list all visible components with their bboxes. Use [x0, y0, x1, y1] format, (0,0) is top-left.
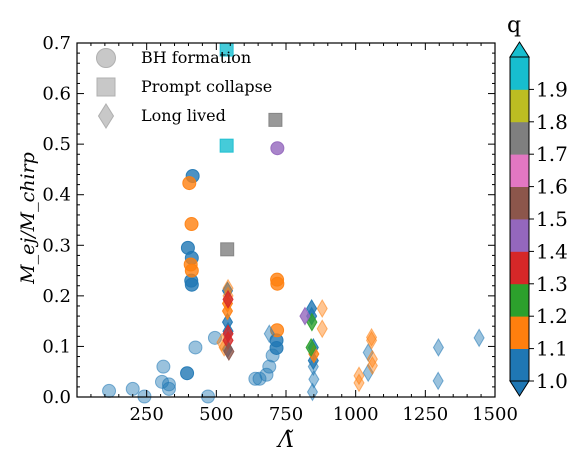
data-point-bh-formation — [125, 381, 140, 396]
data-point-prompt-collapse — [219, 138, 234, 153]
data-point-long-lived — [263, 324, 275, 344]
colorbar-tick-label: 1.9 — [536, 77, 568, 101]
data-point-long-lived — [366, 356, 378, 376]
y-tick-label: 0.1 — [42, 336, 71, 357]
data-point-bh-formation — [184, 263, 199, 278]
legend-marker-square — [96, 77, 116, 97]
colorbar-title: q — [507, 13, 521, 38]
data-point-long-lived — [316, 319, 328, 339]
colorbar-tick-label: 1.3 — [536, 272, 568, 296]
data-point-long-lived — [222, 289, 234, 309]
data-point-long-lived — [305, 337, 317, 357]
legend-label: BH formation — [141, 48, 251, 67]
colorbar-tick-label: 1.5 — [536, 207, 568, 231]
data-point-long-lived — [362, 363, 374, 383]
data-point-long-lived — [365, 327, 378, 347]
x-tick-label: 1000 — [333, 404, 379, 425]
legend-label: Long lived — [141, 106, 226, 125]
data-point-bh-formation — [182, 176, 197, 191]
colorbar-segment — [510, 57, 529, 90]
legend-marker-circle — [96, 48, 116, 68]
x-tick-label: 500 — [199, 404, 233, 425]
data-point-long-lived — [432, 371, 444, 391]
y-tick-label: 0.4 — [42, 185, 71, 206]
colorbar-segment — [510, 283, 529, 317]
x-tick-label: 750 — [269, 404, 303, 425]
data-point-bh-formation — [188, 340, 203, 355]
data-point-long-lived — [306, 382, 319, 402]
legend: BH formation Prompt collapse Long lived — [96, 48, 272, 129]
data-point-bh-formation — [184, 217, 199, 232]
colorbar-segment — [510, 121, 529, 155]
data-point-prompt-collapse — [220, 242, 235, 257]
x-tick-label: 1250 — [402, 404, 448, 425]
x-axis-label: Λ̃ — [276, 428, 294, 453]
data-point-long-lived — [221, 301, 234, 321]
data-point-bh-formation — [252, 371, 267, 386]
x-tick-label: 1500 — [472, 404, 518, 425]
y-tick-label: 0.0 — [42, 387, 71, 408]
y-tick-label: 0.6 — [42, 84, 71, 105]
colorbar-tick-label: 1.7 — [536, 142, 568, 166]
legend-marker-diamond — [97, 103, 115, 129]
colorbar-tick-label: 1.8 — [536, 110, 568, 134]
plot-area — [76, 42, 496, 404]
data-point-long-lived — [223, 341, 235, 361]
data-point-long-lived — [365, 330, 378, 350]
colorbar-tick-label: 1.0 — [536, 369, 568, 393]
data-point-long-lived — [353, 373, 365, 393]
data-point-bh-formation — [180, 366, 195, 381]
colorbar-segment — [510, 154, 529, 187]
data-point-bh-formation — [161, 377, 176, 392]
data-point-long-lived — [316, 299, 328, 318]
data-point-bh-formation — [184, 277, 199, 292]
data-point-long-lived — [307, 357, 319, 377]
colorbar-tick-label: 1.1 — [536, 337, 568, 361]
x-tick-label: 250 — [129, 404, 163, 425]
colorbar-segment — [510, 316, 529, 349]
data-point-long-lived — [299, 306, 311, 326]
colorbar-segment — [510, 219, 529, 252]
y-tick-label: 0.5 — [42, 134, 71, 155]
y-tick-label: 0.3 — [42, 235, 71, 256]
colorbar-tick-label: 1.4 — [536, 239, 568, 263]
colorbar: 1.0 1.1 1.2 1.3 1.4 1.5 1.6 1.7 1.8 1.9 — [509, 41, 568, 397]
data-point-bh-formation — [156, 359, 171, 374]
colorbar-segment — [510, 348, 529, 382]
data-point-bh-formation — [270, 276, 285, 291]
data-point-bh-formation — [262, 359, 277, 374]
data-point-prompt-collapse — [268, 112, 283, 127]
data-point-long-lived — [473, 328, 485, 348]
data-point-long-lived — [366, 349, 378, 369]
data-point-long-lived — [308, 369, 320, 389]
plot-background — [77, 43, 495, 397]
data-point-bh-formation — [161, 381, 176, 396]
colorbar-tick-label: 1.6 — [536, 175, 568, 199]
data-point-long-lived — [432, 337, 445, 357]
y-tick-label: 0.7 — [42, 33, 71, 54]
data-point-bh-formation — [270, 141, 285, 156]
y-axis: 0.0 0.1 0.2 0.3 0.4 0.5 0.6 0.7 — [42, 33, 495, 408]
colorbar-segment — [510, 89, 529, 123]
x-axis: 250 500 750 1000 1250 1500 — [90, 43, 518, 425]
data-point-bh-formation — [259, 367, 274, 382]
legend-label: Prompt collapse — [141, 77, 272, 96]
y-tick-label: 0.2 — [42, 286, 71, 307]
y-axis-label: M_ej/M_chirp — [17, 152, 39, 285]
colorbar-segment — [510, 251, 529, 285]
colorbar-segment — [510, 186, 529, 220]
data-point-long-lived — [353, 366, 365, 386]
colorbar-tick-label: 1.2 — [536, 304, 568, 328]
